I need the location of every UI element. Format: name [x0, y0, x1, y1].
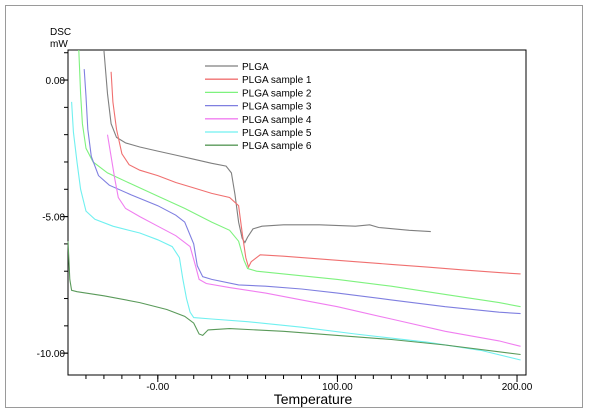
series-line-0	[103, 49, 431, 244]
legend-label: PLGA sample 4	[242, 115, 312, 126]
y-tick-label: -10.00	[37, 349, 66, 360]
y-axis-title-line2: mW	[50, 39, 68, 50]
axis-ticks: -0.00 100.00 200.00 0.00 -5.00 -10.00	[37, 52, 533, 393]
y-tick-label: 0.00	[46, 76, 66, 87]
series-line-6	[67, 241, 521, 356]
legend-label: PLGA sample 1	[242, 75, 312, 86]
legend-label: PLGA sample 5	[242, 128, 312, 139]
series-line-5	[71, 101, 521, 361]
series-lines	[67, 49, 521, 361]
series-line-4	[106, 134, 521, 347]
legend-label: PLGA sample 2	[242, 88, 312, 99]
y-tick-label: -5.00	[42, 213, 65, 224]
x-tick-label: -0.00	[146, 382, 169, 393]
x-tick-label: 200.00	[502, 382, 533, 393]
x-tick-label: 100.00	[322, 382, 353, 393]
series-line-3	[83, 69, 521, 315]
x-axis-title: Temperature	[274, 391, 353, 407]
legend: PLGA PLGA sample 1 PLGA sample 2 PLGA sampl…	[205, 62, 312, 152]
series-line-1	[110, 71, 521, 275]
chart-frame	[5, 5, 583, 408]
plot-area	[67, 49, 527, 376]
legend-label: PLGA	[242, 62, 269, 73]
series-line-2	[78, 49, 521, 308]
legend-label: PLGA sample 3	[242, 102, 312, 113]
legend-label: PLGA sample 6	[242, 141, 312, 152]
y-axis-title-line1: DSC	[50, 27, 71, 38]
